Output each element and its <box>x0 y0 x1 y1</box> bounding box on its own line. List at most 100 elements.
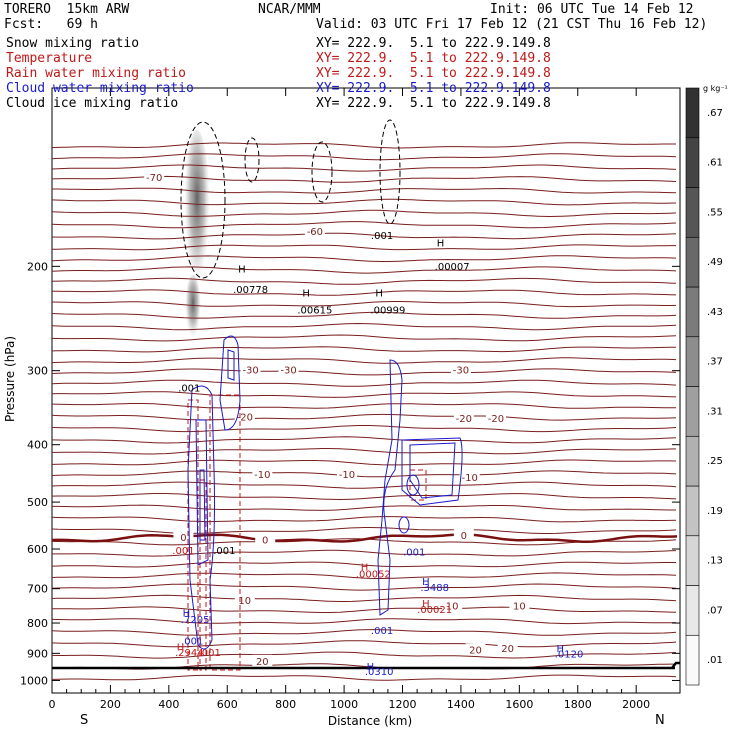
legend-field-xy: XY= 222.9. 5.1 to 222.9.149.8 <box>316 96 551 111</box>
colorbar-label: .13 <box>707 556 723 567</box>
x-tick-label: 1200 <box>389 698 417 711</box>
isotherm-label-bg <box>450 363 471 376</box>
isotherm-line <box>52 504 676 511</box>
isotherm-label: -30 <box>453 366 469 377</box>
colorbar-label: .43 <box>707 307 723 318</box>
isotherm-label: 10 <box>238 596 251 607</box>
isotherm-label-bg <box>304 224 325 237</box>
legend-field-name: Cloud water mixing ratio <box>6 81 194 96</box>
contour-value-label: .00615 <box>297 305 332 316</box>
y-tick-label: 900 <box>27 647 48 660</box>
rain-contour <box>199 479 207 671</box>
isotherm-label-bg <box>337 467 358 480</box>
contour-value-label: .00021 <box>417 605 452 616</box>
x-tick-label: 1400 <box>447 698 475 711</box>
ice-contour <box>244 137 260 183</box>
legend-field-xy: XY= 222.9. 5.1 to 222.9.149.8 <box>316 66 551 81</box>
x-tick-label: 600 <box>217 698 238 711</box>
contour-value-label: H <box>361 562 369 573</box>
contour-value-label: .001 <box>371 231 393 242</box>
isotherm-line <box>51 481 677 489</box>
colorbar-label: .37 <box>707 357 723 368</box>
colorbar-segment <box>685 485 700 537</box>
isotherm-line <box>52 448 677 455</box>
init-time: Init: 06 UTC Tue 14 Feb 12 <box>490 2 694 17</box>
isotherm-line <box>51 164 677 172</box>
contour-value-label: .0120 <box>555 650 584 661</box>
contour-value-label: .00999 <box>370 305 405 316</box>
y-tick-label: 500 <box>27 496 48 509</box>
colorbar-segment <box>685 336 700 387</box>
isotherm-line <box>51 403 676 409</box>
colorbar-segment <box>685 535 700 586</box>
isotherm-label: -70 <box>146 173 162 184</box>
colorbar: .01 .07 .13 .19 .25 .31 .37 .43 .49 .55 .61 .67 <box>685 87 723 686</box>
isotherm-line <box>51 368 677 376</box>
colorbar-label: .31 <box>707 406 723 417</box>
isotherm-line <box>51 255 677 262</box>
isotherm-line <box>51 301 677 308</box>
colorbar-segment <box>685 386 700 437</box>
isotherm-label: -30 <box>280 366 296 377</box>
contour-value-label: H <box>302 289 310 300</box>
contour-value-label: .00007 <box>435 262 470 273</box>
contour-value-label: H <box>422 599 430 610</box>
isotherm-label-bg <box>278 363 299 376</box>
colorbar-segment <box>685 137 700 188</box>
contour-value-label: .00778 <box>233 285 268 296</box>
isotherm-line <box>51 459 677 466</box>
isotherm-line <box>52 289 677 296</box>
contour-value-label: .7205 <box>181 615 210 626</box>
contour-value-label: H <box>556 644 564 655</box>
colorbar-segment <box>685 187 700 238</box>
colorbar-label: .19 <box>707 506 723 517</box>
isotherm-line <box>51 346 676 353</box>
cloud-water-contour <box>406 474 420 496</box>
x-tick-label: 200 <box>100 698 121 711</box>
contour-value-label: H <box>437 238 445 249</box>
snow-plume-upper <box>184 130 210 300</box>
colorbar-segment <box>685 87 700 139</box>
isotherm-line <box>51 651 677 659</box>
cloud-water-contour <box>227 349 235 381</box>
isotherm-line <box>51 425 677 433</box>
colorbar-unit: g kg⁻¹ <box>703 84 728 93</box>
isotherm-label: -30 <box>242 366 258 377</box>
y-tick-label: 700 <box>27 583 48 596</box>
isotherm-line <box>51 209 677 218</box>
x-tick-label: 400 <box>158 698 179 711</box>
x-tick-label: 0 <box>49 698 56 711</box>
contour-value-label: .001 <box>213 546 235 557</box>
colorbar-segment <box>685 634 700 686</box>
isotherm-line <box>51 379 677 387</box>
isotherm-line <box>51 583 677 591</box>
colorbar-segment <box>685 585 700 636</box>
isotherm-line <box>51 232 677 240</box>
x-tick-label: 800 <box>275 698 296 711</box>
isotherm-line <box>51 322 677 331</box>
isotherm-line <box>52 187 677 194</box>
isotherm-line <box>51 436 677 444</box>
isotherm-line <box>51 594 677 602</box>
legend-field-xy: XY= 222.9. 5.1 to 222.9.149.8 <box>316 36 551 51</box>
isotherm-label-bg <box>453 412 474 425</box>
contour-value-label: H <box>177 642 185 653</box>
isotherm-label-bg <box>240 363 261 376</box>
isotherm-line <box>51 221 677 229</box>
legend-field-name: Snow mixing ratio <box>6 36 140 51</box>
cloud-water-contour <box>377 359 403 616</box>
isotherm-line <box>51 334 677 342</box>
ice-contour <box>379 119 401 225</box>
contour-value-label: .001 <box>371 626 393 637</box>
colorbar-segment <box>685 286 700 338</box>
x-tick-label: 1800 <box>564 698 592 711</box>
isotherm-label-bg <box>465 643 486 656</box>
isotherm-label: 0 <box>461 531 467 542</box>
contour-value-label: .001 <box>403 547 425 558</box>
colorbar-segment <box>685 236 700 288</box>
legend-field-xy: XY= 222.9. 5.1 to 222.9.149.8 <box>316 51 551 66</box>
cloud-water-contour <box>199 469 206 541</box>
contour-value-label: H <box>183 609 191 620</box>
isotherm-label-bg <box>144 171 165 184</box>
